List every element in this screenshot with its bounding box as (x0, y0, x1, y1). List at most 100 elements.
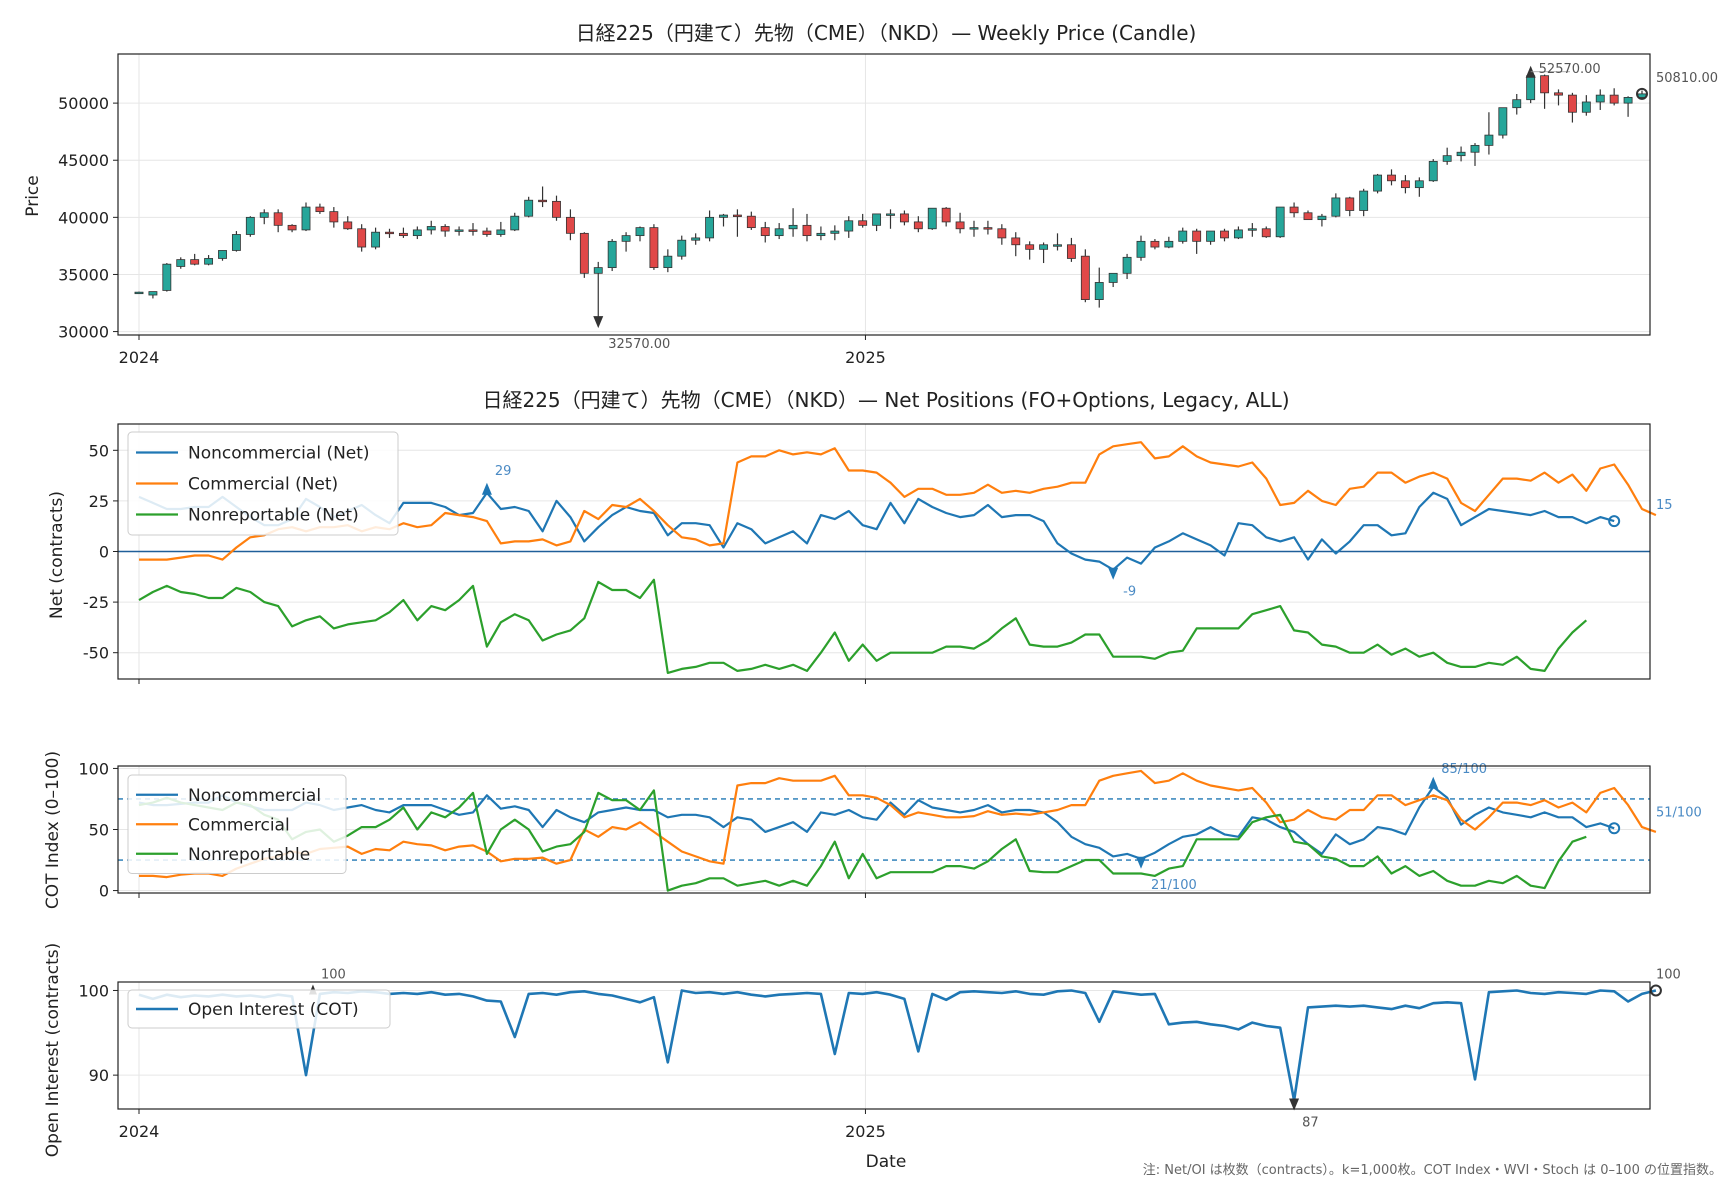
candle-body (732, 214, 742, 217)
candle-body (719, 214, 728, 218)
candle-body (1275, 206, 1285, 238)
net-min-marker (1108, 567, 1119, 580)
candle-body (593, 267, 603, 274)
candle-body (1526, 75, 1536, 101)
candle-body (913, 221, 923, 230)
candle-body (760, 227, 770, 237)
candle-body (412, 229, 422, 237)
candle-body (607, 240, 617, 269)
candle-body (816, 232, 826, 237)
candle-body (1039, 244, 1049, 250)
candle-body (774, 228, 784, 237)
candle-body (621, 235, 631, 242)
candle-body (148, 291, 158, 296)
footnote: 注: Net/OI は枚数（contracts）。k=1,000枚。COT In… (1143, 1163, 1722, 1178)
candle-body (510, 215, 520, 231)
candle-body (190, 259, 200, 265)
candle-body (287, 224, 297, 231)
candle-body (301, 206, 311, 231)
oi-min-annotation: 87 (1302, 1116, 1319, 1131)
candle-body (1359, 190, 1369, 211)
net-last-marker (1608, 515, 1621, 528)
cot-last-annotation: 51/100 (1656, 805, 1702, 820)
candle-body (1233, 229, 1243, 239)
candle-body (343, 221, 353, 230)
oi-last-annotation: 100 (1656, 967, 1681, 982)
series-line-first (138, 989, 1657, 1102)
candle-body (830, 230, 840, 234)
candle-body (1567, 94, 1577, 113)
candle-body (1400, 180, 1410, 189)
candle-body (482, 230, 492, 235)
candle-body (1178, 230, 1188, 242)
candle-body (1108, 272, 1118, 283)
candle-body (524, 199, 534, 217)
candle-body (788, 224, 798, 230)
candle-body (1484, 134, 1494, 146)
net-y-axis-label: Net (contracts) (47, 491, 67, 619)
candle-body (1428, 160, 1438, 182)
cot-last-marker (1608, 822, 1621, 835)
candle-body (231, 234, 241, 251)
candle-body (1053, 244, 1062, 247)
candle-body (1025, 244, 1035, 250)
series-line-first (138, 785, 1615, 860)
candle-body (927, 207, 937, 230)
candle-body (426, 226, 436, 231)
y-tick-label: 25 (89, 492, 109, 511)
candle-body (204, 258, 214, 265)
y-tick-label: 0 (99, 882, 109, 901)
y-tick-label: 50 (89, 441, 109, 460)
x-tick-label: 2025 (845, 348, 886, 367)
oi-min-marker (1289, 1098, 1300, 1111)
legend-label: Open Interest (COT) (188, 1000, 359, 1020)
cot-min-annotation: 21/100 (1151, 878, 1197, 893)
candle-body (1303, 212, 1313, 221)
high-annotation: 52570.00 (1539, 62, 1601, 77)
candle-body (134, 291, 144, 295)
candle-body (1011, 237, 1021, 246)
candle-body (1331, 197, 1341, 217)
net-panel-title: 日経225（円建て）先物（CME）（NKD）— Net Positions (F… (482, 388, 1289, 412)
cot-min-marker (1136, 856, 1146, 869)
plot-frame (117, 765, 1651, 894)
candle-body (565, 216, 575, 234)
candle-body (162, 263, 172, 291)
candle-body (705, 216, 715, 239)
candle-body (1136, 240, 1146, 258)
y-tick-label: 100 (78, 981, 109, 1000)
legend-label: Noncommercial (188, 786, 321, 806)
candle-body (385, 231, 394, 235)
plot-frame (117, 981, 1651, 1110)
last-annotation: 50810.00 (1656, 71, 1718, 86)
candle-body (1206, 230, 1216, 242)
candle-body (1442, 155, 1452, 162)
candle-body (1192, 230, 1202, 242)
candle-body (1345, 197, 1355, 211)
candle-body (1414, 180, 1424, 189)
candle-body (329, 211, 339, 223)
candle-body (1247, 228, 1257, 231)
candle-body (691, 237, 701, 241)
candle-body (1317, 215, 1327, 221)
candle-body (371, 231, 381, 248)
candle-body (538, 199, 548, 203)
candle-body (245, 216, 255, 235)
candle-body (176, 259, 186, 267)
candle-body (468, 229, 478, 232)
low-marker (593, 316, 604, 329)
plot-frame (117, 53, 1651, 336)
candle-body (1456, 151, 1466, 157)
candle-body (398, 232, 408, 237)
oi-max-annotation: 100 (321, 967, 346, 982)
candle-body (496, 229, 506, 235)
cot-max-annotation: 85/100 (1441, 762, 1487, 777)
candle-body (1498, 107, 1508, 136)
candle-body (579, 232, 589, 274)
x-tick-label: 2024 (119, 348, 160, 367)
candle-body (1581, 101, 1591, 113)
candle-body (1220, 230, 1229, 239)
candle-body (552, 200, 561, 218)
